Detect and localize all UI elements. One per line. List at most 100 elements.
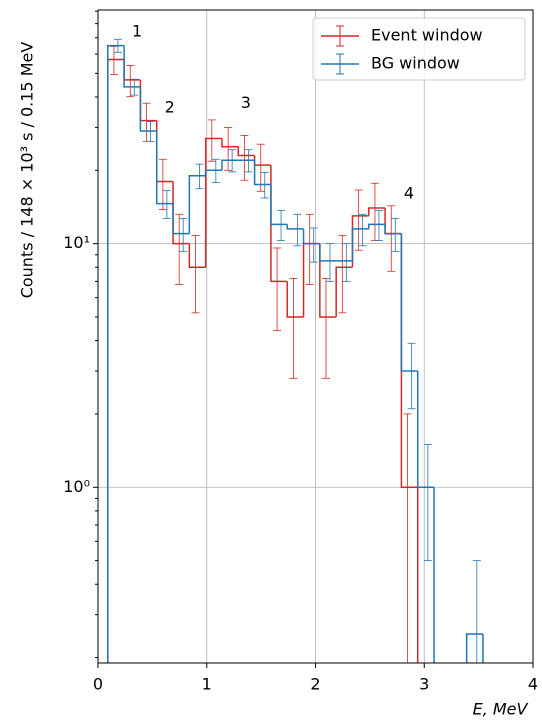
histogram-step: [139, 79, 157, 122]
histogram-step: [237, 146, 255, 157]
histogram-step: [172, 203, 190, 235]
histogram-step: [253, 155, 271, 166]
x-tick-label: 3: [419, 675, 429, 694]
histogram-step: [286, 224, 304, 230]
legend: Event window BG window: [312, 17, 526, 81]
error-bar: [224, 127, 233, 171]
error-bar: [175, 213, 184, 285]
error-bar: [142, 102, 151, 142]
histogram-step: [416, 371, 435, 489]
x-axis-label: E, MeV: [473, 700, 529, 719]
histogram-step: [188, 174, 206, 234]
error-bar: [211, 158, 220, 184]
error-bar: [207, 119, 216, 162]
histogram-step: [416, 487, 419, 663]
histogram-step: [384, 224, 402, 235]
error-bar: [130, 78, 139, 96]
error-bar: [126, 65, 135, 98]
histogram-step: [221, 159, 239, 171]
error-bar: [256, 143, 265, 192]
error-bar: [407, 342, 416, 410]
error-bar: [305, 213, 314, 285]
error-bar: [240, 135, 249, 181]
error-bar: [162, 190, 171, 219]
error-bar: [370, 182, 379, 241]
error-bar: [309, 227, 318, 263]
histogram-step: [107, 58, 125, 663]
error-bar: [244, 149, 253, 173]
legend-box: [312, 17, 526, 81]
y-tick-label: 10⁰: [63, 477, 90, 496]
histogram-step: [123, 59, 141, 81]
histogram-step: [253, 160, 271, 186]
histogram-step: [139, 86, 157, 132]
error-bar: [403, 413, 412, 663]
histogram-step: [302, 228, 320, 245]
histogram-step: [351, 215, 369, 268]
y-axis-label: Counts / 148 × 10³ s / 0.15 MeV: [18, 42, 37, 299]
histogram-step: [368, 207, 386, 216]
histogram-step: [465, 633, 483, 663]
histogram-step: [400, 233, 418, 372]
histogram-step: [221, 138, 239, 148]
grid: [97, 10, 534, 663]
error-bar: [374, 209, 383, 241]
histogram-step: [172, 181, 190, 245]
error-bar: [260, 172, 269, 199]
histogram-step: [155, 130, 174, 205]
axes: 0 1 2 3 4 10⁰ 10¹: [63, 10, 538, 694]
histogram-step: [188, 243, 206, 269]
x-tick-label: 4: [528, 675, 538, 694]
histogram-step: [123, 45, 141, 88]
histogram-step: [270, 184, 288, 226]
error-bar: [293, 213, 302, 247]
histogram-step: [433, 487, 435, 663]
histogram-step: [107, 44, 125, 663]
error-bar: [338, 235, 347, 314]
error-bar: [277, 209, 286, 241]
error-bar: [322, 278, 331, 379]
histogram-step: [351, 228, 369, 261]
annotation: 4: [404, 183, 414, 202]
histogram-step: [400, 233, 418, 489]
histogram-step: [155, 120, 174, 183]
x-tick-label: 1: [202, 675, 212, 694]
error-bar: [146, 121, 155, 142]
error-bar: [179, 217, 188, 252]
error-bar: [228, 149, 237, 173]
histogram-step: [335, 266, 353, 317]
error-bar: [423, 443, 432, 562]
error-bar: [342, 243, 351, 282]
annotation: 1: [132, 21, 142, 40]
error-bar: [289, 278, 298, 379]
error-bar: [113, 38, 122, 53]
legend-label: BG window: [371, 54, 460, 73]
error-bar: [326, 243, 335, 282]
histogram-step: [204, 169, 222, 176]
histogram-step: [270, 165, 288, 283]
legend-label: Event window: [371, 26, 483, 45]
histogram-step: [286, 281, 304, 318]
annotation: 3: [241, 93, 251, 112]
error-bar: [195, 163, 204, 190]
error-bar: [354, 189, 363, 251]
annotation: 2: [165, 98, 175, 117]
error-bar: [387, 205, 396, 272]
histogram-step: [204, 137, 222, 268]
y-tick-label: 10¹: [63, 233, 90, 252]
histogram-step: [319, 243, 337, 262]
error-bar: [273, 247, 282, 331]
error-bar: [191, 235, 200, 314]
error-bar: [109, 46, 118, 75]
plot-area: [107, 38, 484, 663]
histogram-step: [302, 242, 320, 317]
error-bar: [358, 213, 367, 247]
histogram-step: [368, 223, 386, 229]
histogram-step: [482, 633, 484, 663]
histogram-step: [319, 243, 337, 318]
x-tick-label: 2: [310, 675, 320, 694]
histogram-step: [384, 208, 402, 235]
error-bar: [472, 560, 481, 663]
x-tick-label: 0: [93, 675, 103, 694]
